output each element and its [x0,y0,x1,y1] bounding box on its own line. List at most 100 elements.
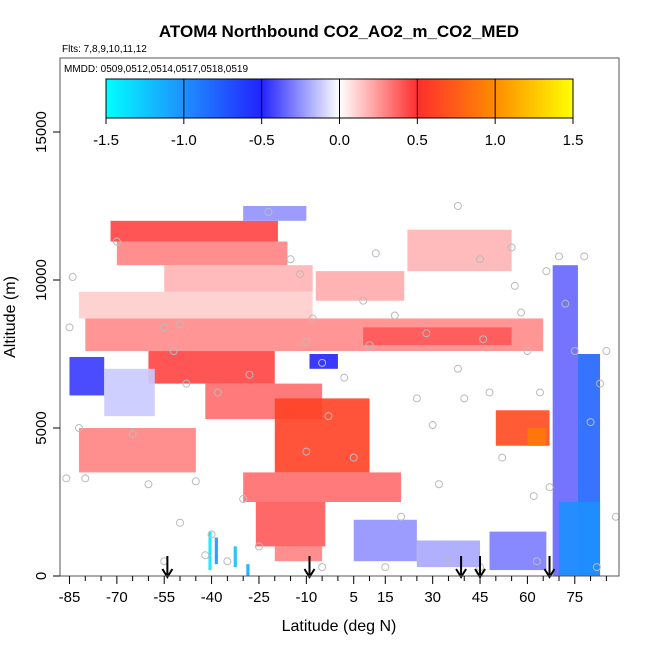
sample-point [239,495,248,504]
sample-point [596,379,605,388]
sample-point [507,243,516,252]
colorbar-ticks: -1.5 -1.0 -0.5 0.0 0.5 1.0 1.5 [93,79,583,149]
sample-point [68,273,77,282]
heatmap-cell [246,564,250,576]
sample-point [602,347,611,356]
sample-point [390,311,399,320]
sample-point [264,207,273,216]
sample-point [510,281,519,290]
x-tick-label: -40 [201,589,223,606]
sample-point [308,314,317,323]
heatmap-cell [489,531,547,571]
sample-point [545,483,554,492]
y-tick-label: 15000 [33,111,50,153]
heatmap-cell [164,265,313,292]
colorbar-tick-label: 0.0 [329,132,350,149]
x-axis: -85 -70 -55 -40 -25 -10 5 15 30 45 60 75 [59,576,607,606]
sample-point [517,308,526,317]
x-tick-label: -85 [59,589,81,606]
chart-title: ATOM4 Northbound CO2_AO2_m_CO2_MED [159,22,519,41]
sample-point [207,530,216,539]
y-axis: 0 5000 10000 15000 [33,111,60,580]
heatmap-cell [78,291,313,319]
sample-point [318,358,327,367]
x-tick-label: 30 [424,589,441,606]
sample-point [182,379,191,388]
sample-point [254,542,263,551]
sample-point [324,412,333,421]
sample-point [428,421,437,430]
heatmap-cell [315,271,405,301]
sample-point [302,447,311,456]
flight-arrow [543,556,556,579]
heatmap-cell [274,546,323,562]
heatmap-cell [69,356,105,396]
sample-point [611,512,620,521]
y-tick-label: 0 [33,572,50,580]
sample-point [201,551,210,560]
sample-point [412,394,421,403]
sample-point [286,255,295,264]
heatmap-cell [110,220,278,242]
plot-frame [59,57,620,577]
x-tick-label: -70 [106,589,128,606]
sample-point [561,299,570,308]
x-tick-label: 75 [566,589,583,606]
colorbar-tick-label: -1.5 [93,132,119,149]
heatmap-cell [214,537,218,565]
sample-point [191,477,200,486]
heatmap-cell [233,546,237,568]
x-tick-label: 45 [472,589,489,606]
sample-point [498,453,507,462]
sample-point [318,563,327,572]
y-axis-label: Altitude (m) [2,276,19,358]
sample-point [176,320,185,329]
x-axis-label: Latitude (deg N) [282,618,397,635]
sample-point [542,267,551,276]
flight-arrow [303,556,316,579]
y-tick-label: 10000 [33,259,50,301]
sample-point [422,329,431,338]
sample-point [160,323,169,332]
y-tick-label: 5000 [33,411,50,444]
flight-arrow [455,556,467,579]
colorbar-tick-label: 1.0 [485,132,506,149]
flight-arrows-layer [161,556,556,579]
sample-point [586,418,595,427]
x-tick-label: -10 [295,589,317,606]
sample-point [592,563,601,572]
colorbar-tick-label: -1.0 [171,132,197,149]
sample-point [434,480,443,489]
sample-point [349,453,358,462]
heatmap-cell [255,502,326,547]
sample-point [359,296,368,305]
heatmap-cell [363,327,512,346]
sample-point [302,338,311,347]
sample-point [580,252,589,261]
sample-point [176,518,185,527]
sample-point [444,557,453,566]
x-tick-label: 15 [377,589,394,606]
x-tick-label: -25 [248,589,270,606]
heatmap-cell [558,502,601,576]
sample-point [340,373,349,382]
heatmap-cell [407,229,512,272]
sample-point [213,388,222,397]
sample-point [169,347,178,356]
heatmap-layer [69,206,601,576]
sample-point [532,557,541,566]
sample-point [81,474,90,483]
sample-point [245,370,254,379]
heatmap-cell [78,428,196,473]
heatmap-cell [527,428,547,446]
heatmap-cell [274,398,370,473]
sample-point [485,388,494,397]
colorbar-tick-label: -0.5 [249,132,275,149]
sample-point [453,202,462,210]
sample-point [74,424,83,432]
x-tick-label: 60 [519,589,536,606]
x-tick-label: -55 [153,589,175,606]
colorbar-tick-label: 0.5 [407,132,428,149]
sample-point [476,255,485,264]
